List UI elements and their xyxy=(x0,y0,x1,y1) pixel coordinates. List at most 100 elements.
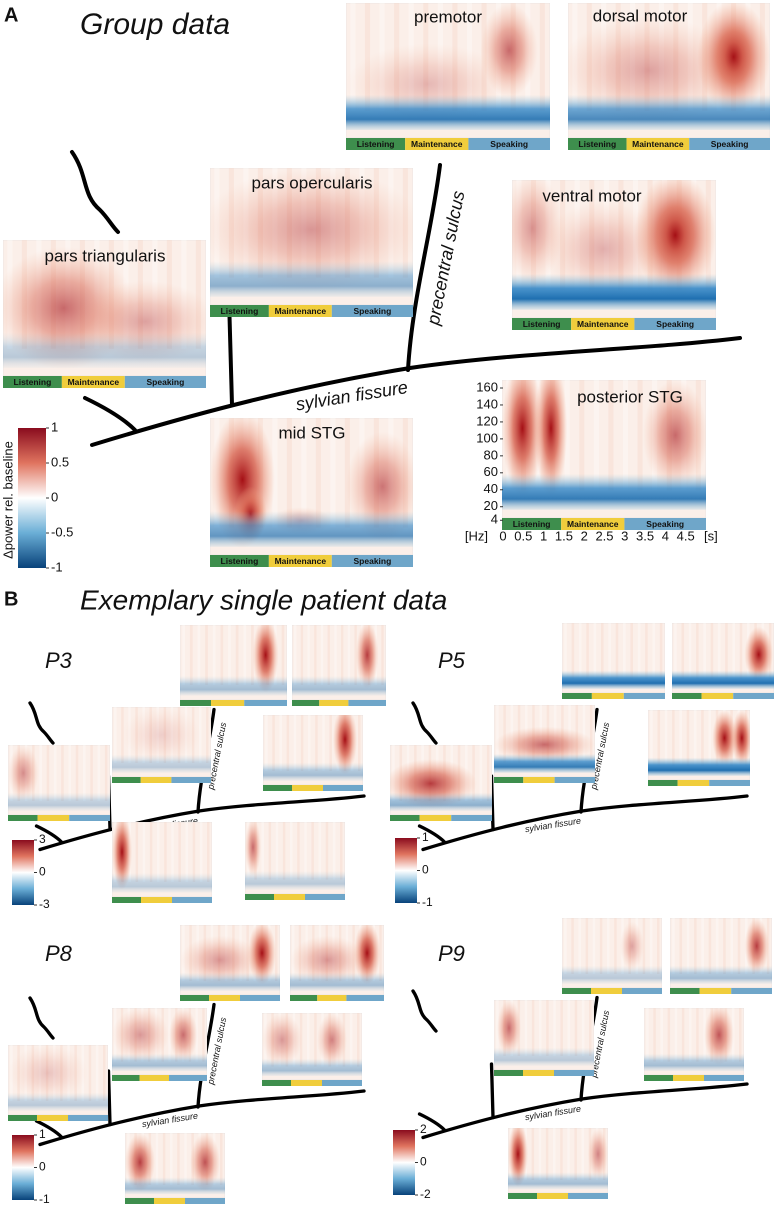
spectrogram xyxy=(125,1133,225,1198)
phase-bar xyxy=(562,988,591,994)
spectrogram-stripe xyxy=(553,1000,556,1056)
phase-bar xyxy=(185,1198,225,1204)
spectrogram-stripe xyxy=(293,715,297,771)
phase-bar xyxy=(290,995,318,1001)
spectrogram-stripe xyxy=(90,745,93,801)
spectrogram-stripe xyxy=(737,918,741,974)
time-tick-label: 4 xyxy=(662,528,669,543)
spectrogram-stripe xyxy=(332,822,336,880)
spectrogram-stripe xyxy=(696,1008,699,1062)
spectrogram-stripe xyxy=(164,822,167,882)
spectrogram-stripe xyxy=(329,715,332,771)
spectrogram-stripe xyxy=(53,745,57,801)
power-blob xyxy=(731,710,750,766)
spectrogram xyxy=(112,1008,207,1075)
phase-bar xyxy=(210,555,269,567)
sulcus-upper xyxy=(411,989,438,1033)
low-freq-band xyxy=(562,670,665,689)
power-blob xyxy=(712,710,737,766)
spectrogram-stripe xyxy=(297,822,300,880)
phase-bar xyxy=(305,894,345,900)
time-tick-label: 3 xyxy=(621,528,628,543)
spectrogram-stripe xyxy=(268,822,272,880)
low-freq-band xyxy=(494,1047,594,1066)
phase-bar xyxy=(537,1193,568,1199)
phase-bar xyxy=(512,318,572,330)
spectrogram-stripe xyxy=(579,380,585,491)
sulcus-label: precentral sulcus xyxy=(205,1016,228,1086)
phase-bar xyxy=(69,815,110,821)
spectrogram-stripe xyxy=(197,625,201,685)
phase-bar xyxy=(644,1075,673,1081)
low-freq-band xyxy=(112,1053,207,1071)
spectrogram-stripe xyxy=(228,625,231,685)
time-tick-label: 2 xyxy=(581,528,588,543)
power-blob xyxy=(642,380,706,491)
spectrogram-stripe xyxy=(334,625,337,685)
phase-bar xyxy=(8,815,38,821)
phase-bar xyxy=(701,693,734,699)
freq-tick-label: 4 xyxy=(491,512,498,527)
phase-label: Maintenance xyxy=(411,139,463,149)
sulcus-label: sylvian fissure xyxy=(141,1111,198,1130)
low-freq-band xyxy=(502,473,706,510)
spectrogram-stripe xyxy=(715,918,719,974)
low-freq-band xyxy=(290,972,384,991)
power-blob xyxy=(290,935,366,985)
spectrogram-stripe xyxy=(664,710,668,766)
time-tick-label: 3.5 xyxy=(636,528,654,543)
phase-bar xyxy=(626,138,690,150)
patient-label: P5 xyxy=(438,648,466,673)
phase-bar xyxy=(554,777,595,783)
spectrogram xyxy=(8,1045,108,1115)
phase-bar xyxy=(731,988,772,994)
spectrogram xyxy=(502,380,706,518)
phase-bar xyxy=(523,1070,554,1076)
spectrogram-stripe xyxy=(314,625,317,685)
low-freq-band xyxy=(263,762,363,781)
spectrogram-stripe xyxy=(307,1013,310,1067)
phase-bar xyxy=(554,1070,594,1076)
sulcus-branch xyxy=(34,824,64,844)
phase-label: Maintenance xyxy=(275,556,327,566)
phase-bar xyxy=(268,555,332,567)
phase-bar xyxy=(141,897,172,903)
spectrogram-stripe xyxy=(593,380,599,491)
region-title: pars opercularis xyxy=(252,173,373,192)
spectrogram-stripe xyxy=(608,380,614,491)
power-blob xyxy=(252,625,279,693)
spectrogram-stripe xyxy=(155,1133,159,1185)
phase-bar xyxy=(172,897,212,903)
colorbar-tick-label: 3 xyxy=(39,832,46,846)
phase-bar xyxy=(623,693,665,699)
phase-bar xyxy=(209,995,240,1001)
spectrogram-stripe xyxy=(623,623,626,679)
spectrogram-stripe xyxy=(608,623,611,679)
spectrogram-stripe xyxy=(567,1000,571,1056)
spectrogram-stripe xyxy=(195,240,201,349)
spectrogram xyxy=(3,240,206,376)
region-title: dorsal motor xyxy=(593,6,688,25)
phase-bar xyxy=(561,518,625,530)
phase-label: Speaking xyxy=(656,319,694,329)
low-freq-band xyxy=(672,670,774,689)
phase-label: Maintenance xyxy=(632,139,684,149)
spectrogram-stripe xyxy=(170,1133,173,1185)
spectrogram-stripe xyxy=(732,623,736,679)
spectrogram-stripe xyxy=(653,1008,656,1062)
power-blob xyxy=(262,1013,302,1067)
spectrogram-stripe xyxy=(672,918,675,974)
spectrogram-stripe xyxy=(205,625,208,685)
spectrogram-stripe xyxy=(261,822,264,880)
low-freq-band xyxy=(512,273,716,310)
time-tick-label: 4.5 xyxy=(677,528,695,543)
low-freq-band xyxy=(568,94,770,130)
spectrogram-stripe xyxy=(315,418,321,528)
colorbar-tick-label: 0 xyxy=(422,863,429,877)
spectrogram-stripe xyxy=(574,1128,577,1180)
spectrogram-stripe xyxy=(486,745,490,801)
patient-label: P9 xyxy=(438,941,465,966)
phase-bar xyxy=(112,897,141,903)
spectrogram-stripe xyxy=(708,918,712,974)
spectrogram-stripe xyxy=(567,1128,570,1180)
